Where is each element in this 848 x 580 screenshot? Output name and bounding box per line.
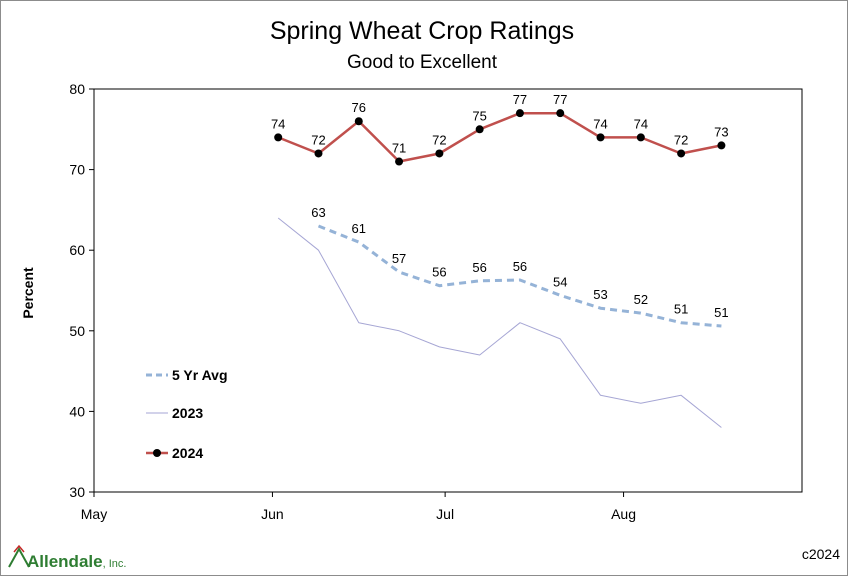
y-tick-label: 60	[69, 242, 85, 258]
data-label-2024: 77	[553, 92, 567, 107]
data-label-5-yr-avg: 56	[432, 265, 446, 280]
data-label-5-yr-avg: 56	[472, 260, 486, 275]
data-label-2024: 77	[513, 92, 527, 107]
data-label-2024: 75	[472, 108, 486, 123]
x-tick-label: Jun	[261, 506, 284, 522]
data-label-2024: 72	[674, 132, 688, 147]
data-point-2024	[475, 125, 484, 134]
legend-label: 2023	[172, 405, 203, 421]
y-tick-label: 50	[69, 323, 85, 339]
x-tick-label: Aug	[611, 506, 636, 522]
data-label-5-yr-avg: 57	[392, 251, 406, 266]
x-tick-label: Jul	[436, 506, 454, 522]
y-axis-label: Percent	[20, 267, 36, 319]
y-tick-label: 70	[69, 162, 85, 178]
data-label-2024: 74	[271, 116, 285, 131]
data-point-2024	[717, 141, 726, 150]
data-point-2024	[677, 149, 686, 158]
data-point-2024	[314, 149, 323, 158]
data-point-2024	[556, 109, 565, 118]
plot-area	[93, 88, 803, 493]
legend-item-5-yr-avg: 5 Yr Avg	[146, 367, 228, 383]
data-label-5-yr-avg: 53	[593, 287, 607, 302]
data-point-2024	[636, 133, 645, 142]
y-tick-label: 40	[69, 403, 85, 419]
data-label-2024: 71	[392, 141, 406, 156]
chart-title: Spring Wheat Crop Ratings	[270, 17, 574, 45]
series-line-2024	[277, 111, 722, 163]
data-label-2024: 76	[352, 100, 366, 115]
legend-label: 2024	[172, 445, 203, 461]
data-label-5-yr-avg: 56	[513, 259, 527, 274]
data-point-2024	[596, 133, 605, 142]
data-label-5-yr-avg: 51	[714, 305, 728, 320]
data-point-2024	[515, 109, 524, 118]
copyright-text: c2024	[802, 546, 840, 562]
logo-text: Allendale, Inc.	[27, 552, 126, 571]
data-label-5-yr-avg: 52	[634, 292, 648, 307]
data-label-2024: 74	[593, 116, 607, 131]
data-point-2024	[354, 117, 363, 126]
logo-roof-icon	[13, 544, 25, 553]
data-point-2024	[274, 133, 283, 142]
legend-label: 5 Yr Avg	[172, 367, 228, 383]
series-line-2023	[277, 217, 722, 428]
legend-marker	[153, 449, 161, 457]
data-label-2024: 74	[634, 116, 648, 131]
y-tick-label: 30	[69, 484, 85, 500]
data-label-5-yr-avg: 61	[352, 221, 366, 236]
legend-item-2023: 2023	[146, 405, 203, 421]
x-tick-label: May	[81, 506, 107, 522]
data-label-2024: 72	[311, 132, 325, 147]
legend-item-2024: 2024	[146, 445, 203, 461]
data-label-2024: 73	[714, 124, 728, 139]
data-label-5-yr-avg: 63	[311, 205, 325, 220]
logo-mark-icon	[8, 546, 30, 568]
allendale-logo: Allendale, Inc.	[8, 544, 126, 571]
data-point-2024	[395, 157, 404, 166]
chart-subtitle: Good to Excellent	[347, 52, 498, 73]
data-point-2024	[435, 149, 444, 158]
series-line-5-yr-avg	[317, 224, 722, 328]
data-label-5-yr-avg: 51	[674, 302, 688, 317]
y-tick-label: 80	[69, 81, 85, 97]
data-label-2024: 72	[432, 132, 446, 147]
data-label-5-yr-avg: 54	[553, 274, 567, 289]
